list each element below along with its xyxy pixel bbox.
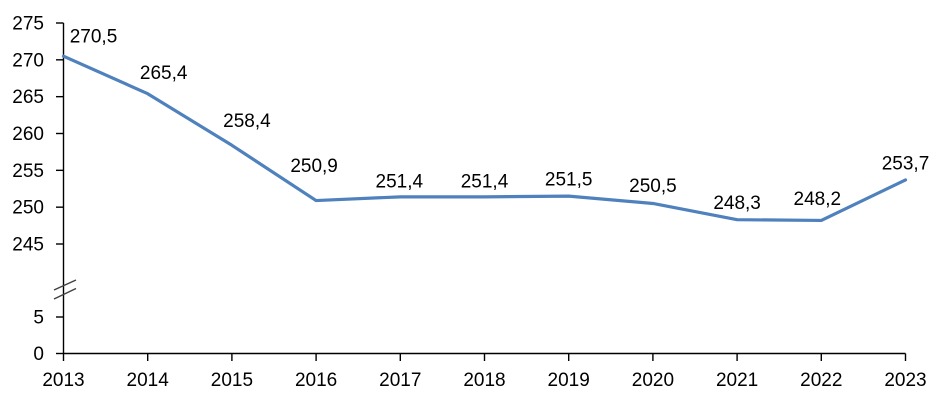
data-point-label: 250,5 (629, 176, 677, 197)
data-point-label: 251,5 (545, 170, 593, 191)
x-tick-label: 2022 (800, 370, 842, 391)
x-tick-label: 2016 (295, 370, 337, 391)
y-tick-label: 260 (12, 124, 44, 145)
data-point-label: 248,2 (794, 189, 842, 210)
y-tick-label: 265 (12, 87, 44, 108)
data-point-label: 251,4 (461, 171, 509, 192)
y-tick-label: 5 (33, 308, 44, 329)
data-point-label: 248,3 (713, 193, 761, 214)
data-point-label: 270,5 (70, 27, 118, 48)
y-tick-label: 255 (12, 161, 44, 182)
data-point-label: 250,9 (290, 156, 338, 177)
x-tick-label: 2013 (42, 370, 84, 391)
x-tick-label: 2019 (548, 370, 590, 391)
data-point-label: 251,4 (376, 171, 424, 192)
data-point-label: 265,4 (140, 63, 188, 84)
x-tick-label: 2015 (211, 370, 253, 391)
x-tick-label: 2017 (379, 370, 421, 391)
y-tick-label: 270 (12, 50, 44, 71)
x-tick-label: 2018 (463, 370, 505, 391)
y-tick-label: 250 (12, 198, 44, 219)
y-tick-label: 0 (33, 344, 44, 365)
y-tick-label: 245 (12, 235, 44, 256)
x-tick-label: 2020 (632, 370, 674, 391)
x-tick-label: 2014 (127, 370, 170, 391)
x-tick-label: 2023 (884, 370, 926, 391)
y-tick-label: 275 (12, 14, 44, 35)
data-line (61, 54, 908, 223)
data-point-label: 258,4 (223, 111, 271, 132)
axis-break-icon (53, 287, 77, 300)
axis-break-icon (53, 279, 77, 291)
x-tick-label: 2021 (716, 370, 758, 391)
data-point-label: 253,7 (882, 153, 930, 174)
